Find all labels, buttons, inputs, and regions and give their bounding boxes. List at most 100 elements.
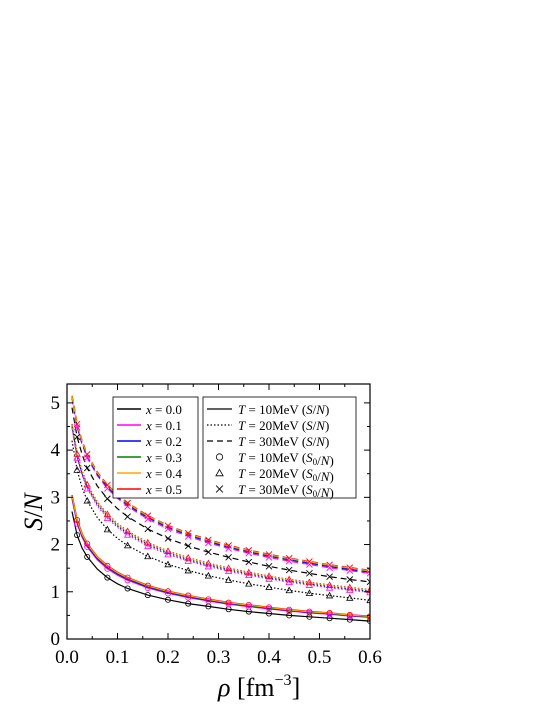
x-tick-label: 0.1	[106, 647, 130, 668]
legend-marker-cross	[215, 485, 224, 493]
marker-cross	[225, 553, 232, 561]
marker-cross	[245, 549, 253, 557]
y-tick-label: 0	[51, 629, 61, 650]
marker-circle	[286, 612, 293, 619]
marker-circle	[346, 616, 353, 623]
marker-cross	[144, 525, 152, 533]
marker-cross	[245, 546, 253, 554]
marker-circle	[104, 562, 111, 569]
series-line-comp1-T30	[71, 398, 370, 574]
marker-cross	[225, 542, 232, 549]
marker-triangle	[224, 576, 233, 583]
marker-triangle	[285, 575, 293, 583]
marker-cross	[164, 522, 172, 529]
marker-triangle	[144, 542, 152, 549]
marker-cross	[73, 424, 81, 431]
series-line-comp1-T10	[71, 498, 370, 619]
legend-label-temperature: T = 20MeV (S/N)	[238, 418, 329, 433]
marker-circle	[245, 602, 252, 609]
marker-cross	[124, 513, 131, 521]
marker-cross	[346, 576, 354, 583]
marker-cross	[144, 512, 152, 520]
marker-circle	[74, 520, 81, 527]
marker-triangle	[184, 566, 192, 574]
marker-circle	[84, 553, 91, 560]
marker-triangle	[285, 586, 293, 594]
marker-circle	[104, 565, 111, 572]
legend-label-temperature: T = 20MeV (S0/N)	[238, 466, 334, 484]
marker-cross	[184, 542, 192, 550]
marker-cross	[265, 562, 273, 570]
marker-triangle	[204, 559, 213, 567]
marker-circle	[124, 577, 131, 584]
marker-circle	[164, 596, 171, 603]
marker-triangle	[123, 541, 132, 549]
legend-label-composition: x = 0.5	[145, 482, 182, 497]
marker-circle	[205, 596, 212, 603]
marker-triangle	[245, 568, 253, 576]
legend-label-composition: x = 0.0	[145, 402, 182, 417]
marker-triangle	[346, 594, 354, 601]
marker-triangle	[204, 571, 213, 579]
marker-triangle	[184, 557, 192, 564]
markers-layer	[73, 420, 370, 625]
marker-circle	[185, 592, 192, 599]
legend-marker-circle	[215, 453, 224, 461]
legend-label-temperature: T = 10MeV (S/N)	[238, 402, 329, 417]
marker-cross	[346, 567, 354, 574]
marker-triangle	[144, 538, 152, 546]
marker-cross	[225, 545, 232, 552]
marker-cross	[265, 554, 273, 561]
marker-triangle	[83, 496, 91, 504]
marker-triangle	[305, 589, 314, 596]
marker-cross	[346, 564, 354, 572]
marker-cross	[124, 499, 131, 507]
marker-cross	[184, 533, 192, 540]
marker-cross	[144, 515, 152, 523]
series-line-x0.5-T10	[71, 494, 370, 618]
y-tick-label: 2	[51, 535, 61, 556]
marker-cross	[285, 566, 293, 574]
marker-cross	[245, 558, 253, 566]
marker-cross	[73, 420, 81, 428]
marker-circle	[84, 540, 91, 547]
series-line-comp4-T10	[71, 495, 370, 618]
marker-triangle	[325, 581, 334, 588]
marker-triangle	[83, 484, 91, 492]
marker-triangle	[184, 553, 192, 561]
marker-circle	[346, 611, 353, 618]
marker-cross	[306, 570, 313, 577]
marker-triangle	[305, 578, 314, 586]
legend-box-composition	[112, 396, 199, 499]
marker-circle	[225, 601, 232, 608]
x-axis-label: ρ [fm−3]	[217, 672, 300, 702]
marker-cross	[366, 570, 370, 577]
marker-triangle	[245, 579, 253, 587]
legend-label-temperature: T = 30MeV (S/N)	[238, 434, 329, 449]
legend-label-composition: x = 0.4	[145, 466, 182, 481]
y-tick-label: 4	[51, 440, 61, 461]
marker-triangle	[123, 531, 132, 538]
marker-cross	[205, 539, 212, 547]
legend-label-composition: x = 0.2	[145, 434, 182, 449]
marker-cross	[285, 557, 293, 565]
marker-cross	[366, 578, 370, 586]
marker-circle	[144, 592, 151, 599]
marker-triangle	[103, 510, 112, 518]
marker-circle	[326, 610, 333, 617]
marker-triangle	[265, 583, 273, 590]
x-tick-label: 0.2	[156, 647, 180, 668]
marker-triangle	[366, 596, 370, 604]
series-line-comp4-T20	[71, 424, 370, 591]
marker-cross	[164, 535, 172, 542]
marker-triangle	[73, 450, 81, 457]
marker-cross	[205, 536, 212, 544]
marker-circle	[265, 605, 272, 612]
series-line-comp4-T30	[71, 396, 370, 572]
marker-cross	[326, 561, 333, 569]
marker-circle	[144, 582, 151, 589]
marker-triangle	[224, 564, 233, 571]
marker-triangle	[73, 466, 81, 473]
legends-layer: x = 0.0x = 0.1x = 0.2x = 0.3x = 0.4x = 0…	[112, 396, 357, 500]
